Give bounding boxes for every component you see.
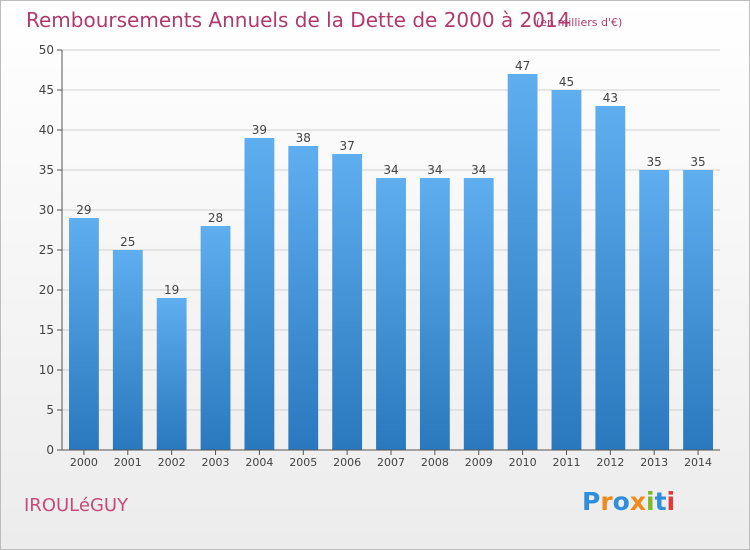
x-tick-label: 2010 [509, 456, 537, 469]
data-label-2012: 43 [603, 91, 618, 105]
x-tick-label: 2003 [202, 456, 230, 469]
data-label-2006: 37 [339, 139, 354, 153]
y-tick-label: 50 [39, 43, 54, 57]
x-tick-label: 2002 [158, 456, 186, 469]
chart-subtitle: (en milliers d'€) [536, 16, 623, 29]
bar-2009 [463, 178, 494, 450]
chart-title: Remboursements Annuels de la Dette de 20… [26, 8, 571, 32]
data-label-2004: 39 [252, 123, 267, 137]
data-label-2013: 35 [647, 155, 662, 169]
bars [69, 74, 713, 450]
data-label-2009: 34 [471, 163, 486, 177]
bar-2012 [595, 106, 626, 450]
axes [61, 50, 720, 451]
data-label-2007: 34 [383, 163, 398, 177]
bar-2005 [288, 146, 319, 450]
y-tick-label: 20 [39, 283, 54, 297]
data-label-2001: 25 [120, 235, 135, 249]
x-axis-ticks: 2000 2001 2002 2003 2004 2005 2006 2007 2008 2009… [70, 450, 712, 469]
data-label-2003: 28 [208, 211, 223, 225]
town-name: IROULéGUY [24, 495, 129, 516]
data-label-2002: 19 [164, 283, 179, 297]
bar-2008 [419, 178, 450, 450]
x-tick-label: 2001 [114, 456, 142, 469]
data-labels: 29 25 19 28 39 38 37 34 34 34 47 45 43 35 35 [76, 59, 705, 297]
y-tick-label: 30 [39, 203, 54, 217]
x-tick-label: 2009 [465, 456, 493, 469]
x-tick-label: 2014 [684, 456, 712, 469]
x-tick-label: 2012 [596, 456, 624, 469]
y-tick-label: 0 [46, 443, 54, 457]
x-tick-label: 2005 [289, 456, 317, 469]
bar-2011 [551, 90, 582, 450]
bar-2000 [69, 218, 99, 450]
x-tick-label: 2008 [421, 456, 449, 469]
y-tick-label: 35 [39, 163, 54, 177]
bar-2001 [112, 250, 143, 450]
x-tick-label: 2000 [70, 456, 98, 469]
bar-2003 [200, 226, 231, 450]
bar-2014 [683, 170, 713, 450]
y-tick-label: 10 [39, 363, 54, 377]
bar-2007 [376, 178, 406, 450]
data-label-2005: 38 [296, 131, 311, 145]
data-label-2014: 35 [690, 155, 705, 169]
x-tick-label: 2011 [552, 456, 580, 469]
x-tick-label: 2004 [245, 456, 273, 469]
y-tick-label: 40 [39, 123, 54, 137]
data-label-2008: 34 [427, 163, 442, 177]
y-tick-label: 5 [46, 403, 54, 417]
bar-2010 [507, 74, 538, 450]
proxiti-logo: Proxiti [582, 487, 676, 516]
bar-2004 [244, 138, 275, 450]
y-tick-label: 45 [39, 83, 54, 97]
data-label-2000: 29 [76, 203, 91, 217]
y-tick-label: 25 [39, 243, 54, 257]
bar-2002 [156, 298, 187, 450]
data-label-2011: 45 [559, 75, 574, 89]
bar-2013 [639, 170, 670, 450]
bar-2006 [332, 154, 363, 450]
data-label-2010: 47 [515, 59, 530, 73]
y-axis-ticks: 0 5 10 15 20 25 30 35 40 45 50 [39, 43, 62, 457]
x-tick-label: 2006 [333, 456, 361, 469]
x-tick-label: 2007 [377, 456, 405, 469]
y-tick-label: 15 [39, 323, 54, 337]
x-tick-label: 2013 [640, 456, 668, 469]
